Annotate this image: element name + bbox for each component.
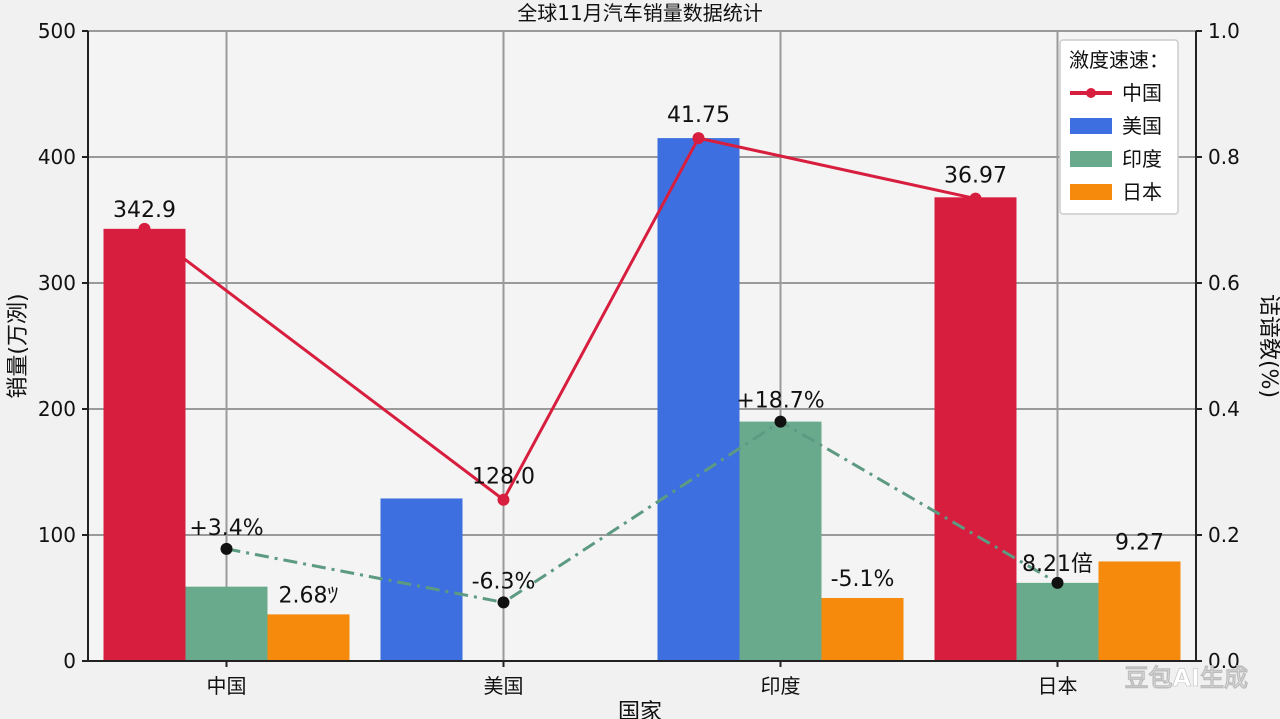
bar-value-label: 2.68ﾂ — [279, 583, 339, 608]
y-axis-label: 销量(万冽) — [6, 293, 31, 398]
bar-日本-印度 — [1016, 582, 1099, 661]
bar-日本-中国 — [934, 197, 1017, 661]
bar-中国-中国 — [103, 228, 186, 661]
legend-swatch — [1070, 184, 1112, 200]
bar-value-label: 9.27 — [1115, 530, 1164, 555]
bars — [103, 138, 1181, 662]
line-series-china — [143, 136, 976, 502]
growth-point — [774, 415, 787, 428]
y2-axis-label: 诘谙敎(%) — [1256, 294, 1280, 398]
labels: 342.9 2.68ﾂ -5.1% 8.21倍 9.27 +3.4% -6.3% +18.7%… — [113, 103, 1164, 608]
growth-point — [1051, 576, 1064, 589]
line-point — [497, 493, 510, 506]
x-axis-label: 国家 — [618, 700, 662, 719]
x-tick-label: 中国 — [207, 674, 247, 698]
growth-label: +18.7% — [736, 389, 824, 414]
bar-value-label: -5.1% — [831, 567, 895, 592]
legend-label: 印度 — [1122, 147, 1162, 171]
legend-label: 中国 — [1122, 81, 1162, 105]
x-tick-label: 日本 — [1038, 674, 1078, 698]
legend-box — [1059, 39, 1179, 215]
line-point-label: 36.97 — [944, 164, 1007, 189]
line-point — [969, 192, 982, 205]
legend-swatch — [1070, 118, 1112, 134]
y-tick-label: 300 — [38, 271, 76, 295]
legend-swatch — [1070, 151, 1112, 167]
y2-tick-label: 0.8 — [1208, 145, 1240, 169]
bar-中国-日本 — [267, 614, 350, 661]
legend-swatch-marker — [1086, 88, 1096, 98]
bar-中国-印度 — [185, 586, 268, 661]
y2-tick-label: 0.2 — [1208, 523, 1240, 547]
grid — [88, 30, 1196, 662]
line-point — [138, 222, 151, 235]
bar-value-label: 342.9 — [113, 198, 176, 223]
y2-tick-label: 0.6 — [1208, 271, 1240, 295]
legend-label: 日本 — [1122, 180, 1162, 204]
line-point-label: 128.0 — [472, 465, 535, 490]
y-tick-label: 200 — [38, 397, 76, 421]
x-tick-label: 印度 — [761, 674, 801, 698]
growth-line — [226, 419, 1059, 604]
watermark: 豆包AI生成 — [1124, 664, 1248, 692]
growth-label: +3.4% — [189, 516, 263, 541]
growth-point — [497, 596, 510, 609]
y-tick-label: 100 — [38, 523, 76, 547]
line-point-label: 41.75 — [667, 103, 730, 128]
y-tick-label: 0 — [63, 649, 76, 673]
chart-title: 全球11月汽车销量数据统计 — [517, 1, 762, 25]
growth-point — [220, 542, 233, 555]
x-tick-label: 美国 — [484, 674, 524, 698]
y-tick-label: 500 — [38, 19, 76, 43]
legend-title: 漵度速速： — [1069, 48, 1169, 72]
growth-label: -6.3% — [472, 569, 536, 594]
y2-tick-label: 0.0 — [1208, 649, 1240, 673]
bar-美国-美国 — [380, 498, 463, 661]
y2-tick-label: 1.0 — [1208, 19, 1240, 43]
y2-tick-label: 0.4 — [1208, 397, 1240, 421]
bar-印度-日本 — [821, 598, 904, 661]
bar-value-label: 8.21倍 — [1022, 552, 1093, 577]
bar-日本-日本 — [1098, 561, 1181, 661]
lines — [138, 132, 1064, 609]
y-tick-label: 400 — [38, 145, 76, 169]
bar-印度-美国 — [657, 138, 740, 662]
bar-印度-印度 — [739, 421, 822, 661]
line-point — [692, 132, 705, 145]
legend-label: 美国 — [1122, 114, 1162, 138]
